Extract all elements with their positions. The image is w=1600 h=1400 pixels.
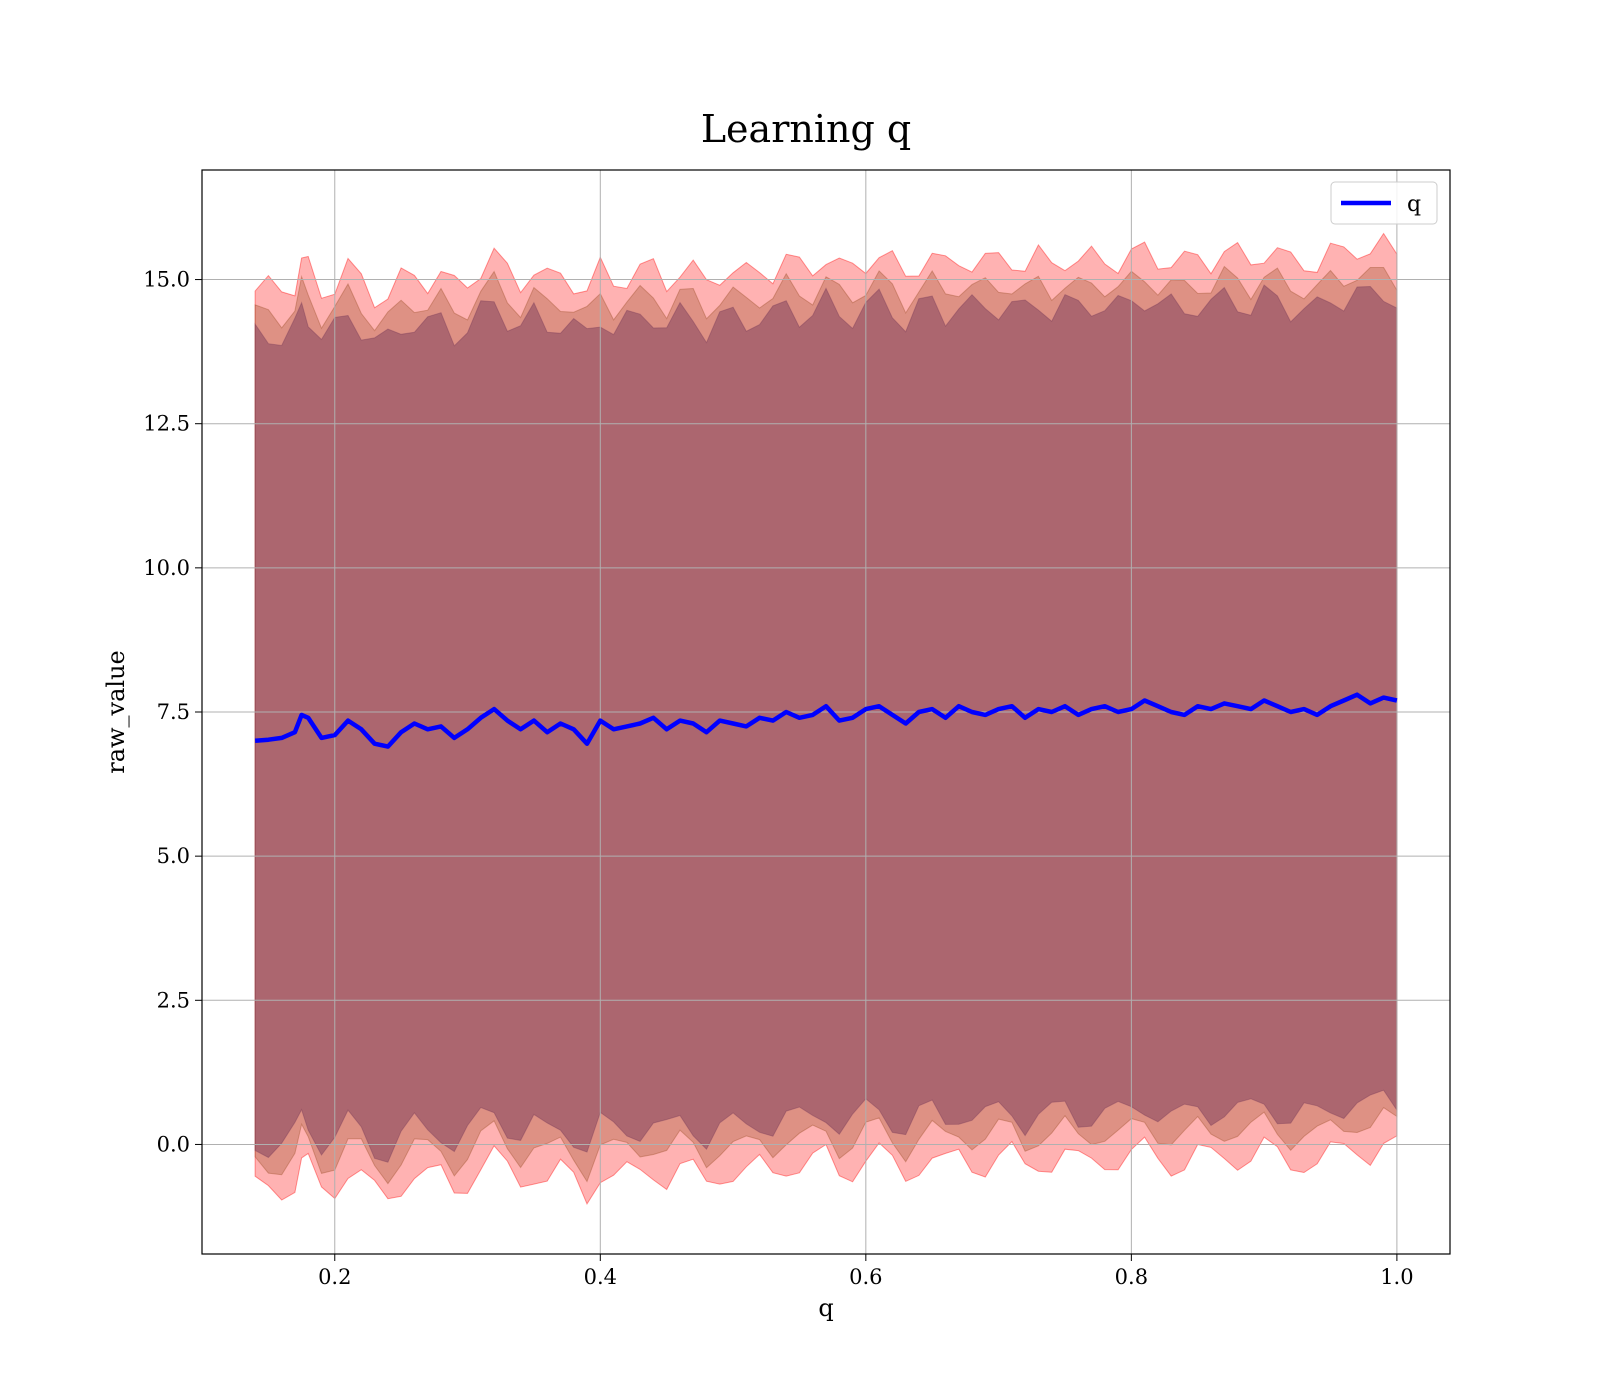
x-tick-label: 1.0 xyxy=(1380,1265,1413,1289)
y-tick-label: 10.0 xyxy=(143,556,190,580)
legend-label-q: q xyxy=(1407,192,1421,217)
x-tick-label: 0.6 xyxy=(849,1265,882,1289)
series-line-q xyxy=(254,692,1398,749)
y-tick-label: 2.5 xyxy=(157,988,190,1012)
y-tick-label: 15.0 xyxy=(143,268,190,292)
y-axis-label: raw_value xyxy=(102,650,130,774)
x-tick-label: 0.4 xyxy=(584,1265,617,1289)
y-tick-label: 0.0 xyxy=(157,1132,190,1156)
y-tick-label: 7.5 xyxy=(157,700,190,724)
y-tick-label: 12.5 xyxy=(143,412,190,436)
y-tick-label: 5.0 xyxy=(157,844,190,868)
legend: q xyxy=(1330,181,1438,225)
x-tick-label: 0.8 xyxy=(1115,1265,1148,1289)
chart-title: Learning q xyxy=(701,107,911,151)
confidence-band-3 xyxy=(254,284,1398,1163)
plot-area: 0.2 0.4 0.6 0.8 1.0 0.0 2.5 5.0 7.5 10.0 12.5 15.0 q xyxy=(143,169,1451,1289)
x-axis-label: q xyxy=(818,1294,833,1322)
x-tick-label: 0.2 xyxy=(318,1265,351,1289)
